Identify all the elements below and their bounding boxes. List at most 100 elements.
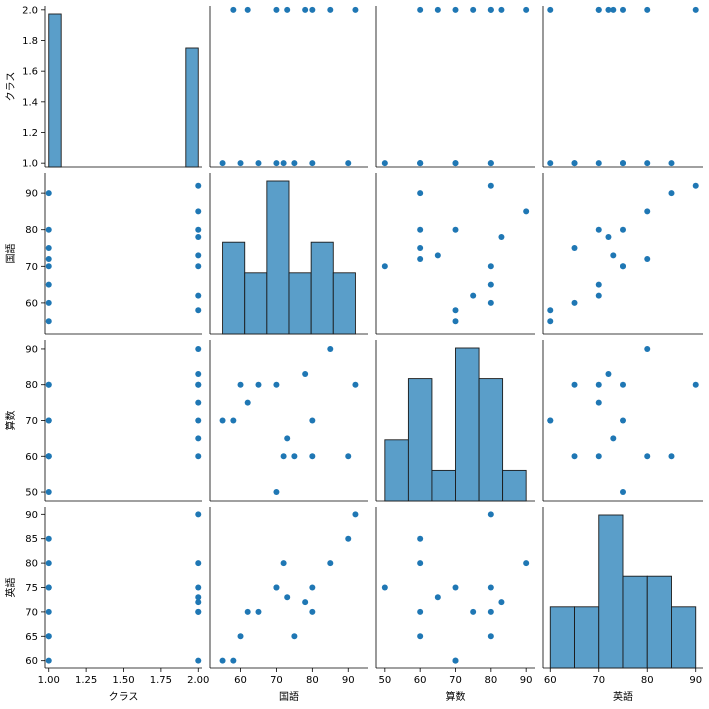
histogram-bar bbox=[478, 378, 504, 502]
y-tick-label: 85 bbox=[25, 534, 38, 545]
panel-kokugo-vs-sansu bbox=[375, 173, 535, 335]
y-tick-label: 90 bbox=[25, 344, 38, 355]
scatter-point bbox=[45, 560, 52, 567]
histogram-bar bbox=[244, 272, 268, 335]
scatter-point bbox=[487, 584, 494, 591]
scatter-point bbox=[327, 6, 334, 13]
scatter-point bbox=[45, 584, 52, 591]
scatter-point bbox=[244, 399, 251, 406]
scatter-point bbox=[644, 6, 651, 13]
scatter-point bbox=[692, 6, 699, 13]
x-tick-label: 90 bbox=[342, 675, 355, 686]
scatter-point bbox=[620, 417, 626, 424]
panel-eigo-vs-sansu: 50 60 70 80 90 bbox=[375, 507, 535, 686]
scatter-point bbox=[45, 657, 52, 664]
scatter-point bbox=[547, 318, 554, 325]
histogram-bar bbox=[222, 241, 246, 335]
scatter-point bbox=[595, 6, 602, 13]
y-tick-label: 60 bbox=[25, 452, 38, 463]
y-axis-label: 算数 bbox=[4, 411, 17, 431]
scatter-point bbox=[345, 453, 352, 460]
scatter-point bbox=[195, 182, 202, 189]
scatter-point bbox=[644, 345, 651, 352]
y-tick-label: 1.8 bbox=[22, 36, 38, 47]
scatter-point bbox=[195, 307, 202, 314]
scatter-point bbox=[280, 160, 287, 167]
scatter-point bbox=[45, 318, 52, 325]
scatter-point bbox=[434, 6, 441, 13]
scatter-point bbox=[434, 594, 441, 601]
scatter-point bbox=[571, 245, 578, 252]
scatter-point bbox=[45, 535, 52, 542]
scatter-point bbox=[195, 292, 202, 299]
scatter-point bbox=[417, 160, 424, 167]
panel-class-vs-sansu bbox=[375, 6, 535, 168]
histogram-bar bbox=[549, 606, 575, 669]
scatter-point bbox=[255, 160, 262, 167]
x-tick-label: 60 bbox=[544, 675, 557, 686]
histogram-bar bbox=[384, 439, 409, 502]
scatter-point bbox=[45, 417, 52, 424]
scatter-point bbox=[309, 584, 316, 591]
scatter-point bbox=[255, 608, 262, 615]
scatter-point bbox=[244, 6, 251, 13]
panel-kokugo-vs-kokugo bbox=[209, 173, 368, 335]
scatter-point bbox=[434, 252, 441, 259]
scatter-point bbox=[273, 160, 280, 167]
panel-kokugo-vs-eigo bbox=[542, 173, 703, 335]
scatter-point bbox=[45, 255, 52, 262]
x-axis-label: クラス bbox=[109, 691, 139, 703]
scatter-point bbox=[668, 190, 675, 197]
scatter-point bbox=[302, 599, 309, 606]
scatter-point bbox=[595, 292, 602, 299]
scatter-point bbox=[195, 226, 202, 233]
scatter-point bbox=[523, 6, 530, 13]
scatter-point bbox=[487, 633, 494, 640]
scatter-point bbox=[470, 292, 477, 299]
scatter-point bbox=[302, 370, 309, 377]
panel-eigo-vs-kokugo: 60 70 80 90 bbox=[209, 507, 368, 686]
scatter-point bbox=[417, 226, 424, 233]
scatter-point bbox=[219, 417, 226, 424]
scatter-point bbox=[452, 6, 459, 13]
scatter-point bbox=[327, 560, 334, 567]
x-tick-label: 90 bbox=[689, 675, 702, 686]
y-tick-label: 2.0 bbox=[22, 5, 38, 16]
histogram-bar bbox=[288, 272, 312, 335]
scatter-point bbox=[571, 453, 578, 460]
scatter-point bbox=[668, 160, 675, 167]
x-axis-label: 英語 bbox=[613, 690, 633, 703]
scatter-point bbox=[237, 160, 244, 167]
y-axis-label: 英語 bbox=[4, 578, 17, 598]
scatter-point bbox=[195, 453, 202, 460]
scatter-point bbox=[195, 252, 202, 259]
scatter-point bbox=[195, 370, 202, 377]
scatter-point bbox=[595, 160, 602, 167]
x-tick-label: 2.00 bbox=[187, 675, 209, 686]
panel-sansu-vs-sansu bbox=[375, 340, 535, 502]
y-tick-label: 60 bbox=[25, 298, 38, 309]
histogram-bar bbox=[646, 575, 672, 669]
scatter-point bbox=[610, 6, 617, 13]
scatter-point bbox=[571, 299, 578, 306]
y-tick-label: 65 bbox=[25, 632, 38, 643]
y-tick-label: 1.4 bbox=[22, 97, 38, 108]
scatter-point bbox=[284, 594, 291, 601]
scatter-point bbox=[352, 511, 359, 518]
x-tick-label: 80 bbox=[306, 675, 319, 686]
scatter-point bbox=[595, 281, 602, 288]
panel-eigo-vs-eigo: 60 70 80 90 bbox=[542, 507, 703, 686]
y-tick-label: 50 bbox=[25, 488, 38, 499]
y-tick-label: 1.2 bbox=[22, 128, 38, 139]
y-tick-label: 90 bbox=[25, 510, 38, 521]
scatter-point bbox=[498, 6, 505, 13]
scatter-point bbox=[195, 599, 202, 606]
scatter-point bbox=[309, 160, 316, 167]
x-tick-label: 80 bbox=[641, 675, 654, 686]
scatter-point bbox=[547, 307, 554, 314]
y-tick-label: 60 bbox=[25, 656, 38, 667]
scatter-point bbox=[452, 657, 459, 664]
scatter-point bbox=[668, 453, 675, 460]
scatter-point bbox=[595, 453, 602, 460]
